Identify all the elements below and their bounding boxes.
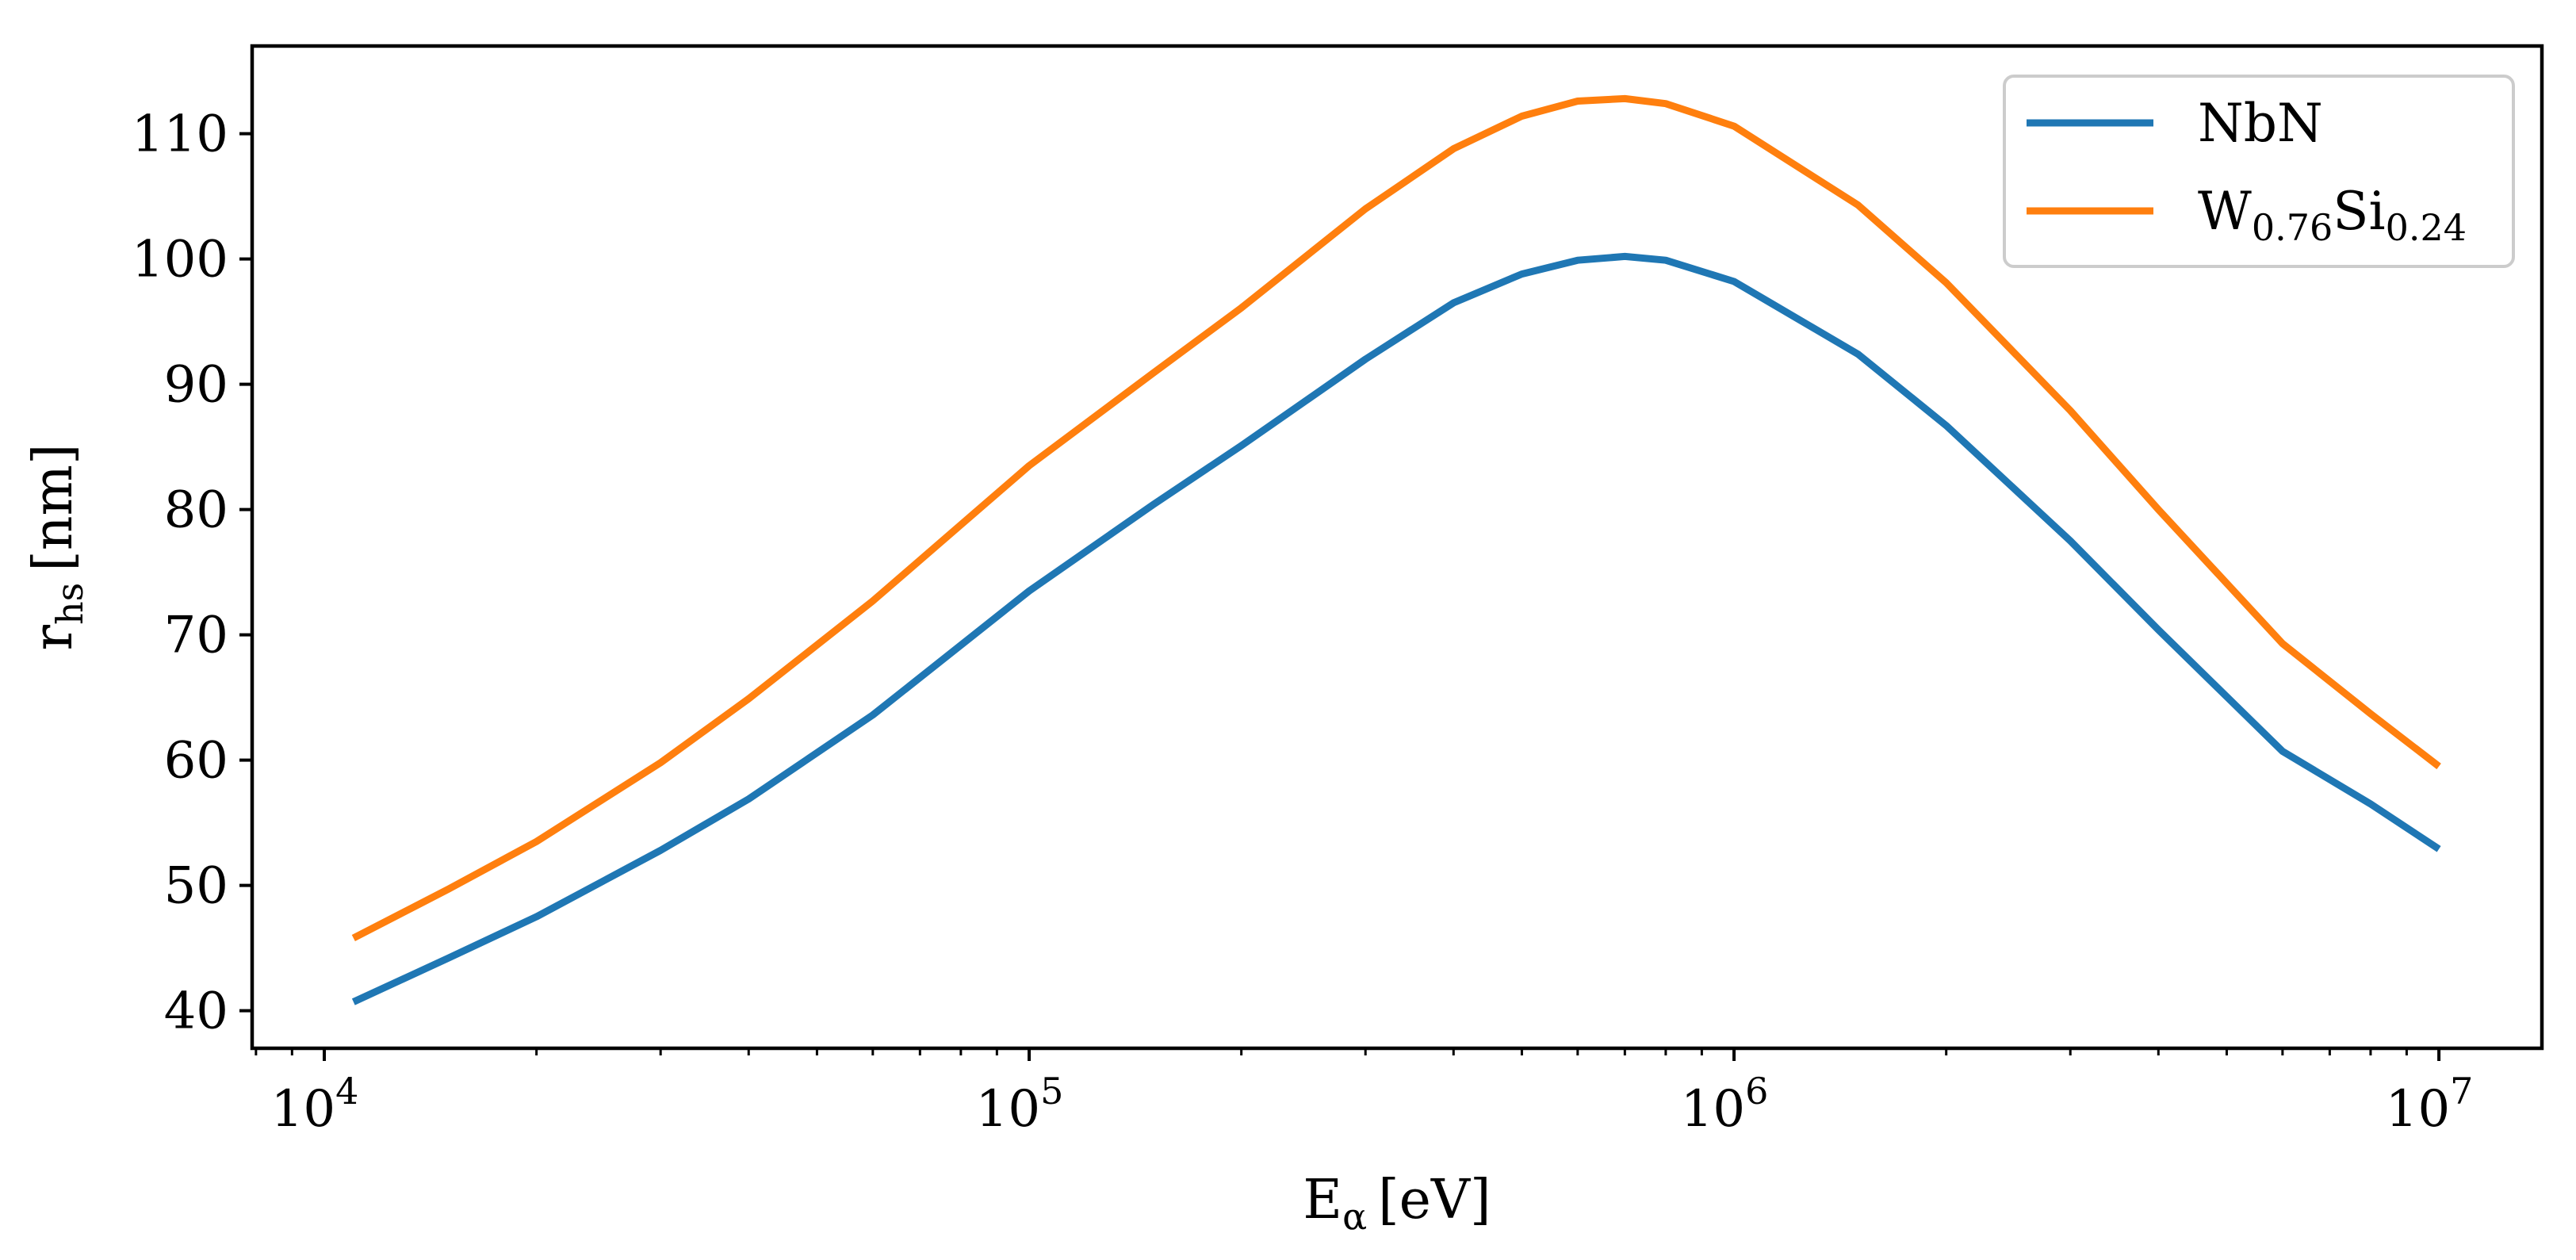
- y-tick-label: 80: [164, 481, 228, 540]
- legend-label-wsi: W0.76Si0.24: [2198, 181, 2467, 249]
- plot-frame: [250, 44, 2544, 1051]
- x-axis-label-main: E: [1303, 1169, 1342, 1231]
- tick-layer: 40 50 60 70 80 90 100 110 104 105 106 107: [132, 105, 2474, 1139]
- x-tick-label: 104: [271, 1070, 359, 1139]
- y-tick-label: 110: [132, 105, 228, 164]
- x-tick-label: 106: [1681, 1070, 1769, 1139]
- y-tick-label: 50: [164, 857, 228, 916]
- y-tick-label: 60: [164, 732, 228, 791]
- series-layer: [351, 94, 2441, 1005]
- y-axis-label: rhs [nm]: [22, 443, 91, 650]
- legend-label-nbn-text: NbN: [2198, 93, 2323, 154]
- y-tick-label: 70: [164, 607, 228, 665]
- legend-label-wsi-sub2: 0.24: [2386, 206, 2467, 249]
- y-axis-label-sub: hs: [48, 583, 91, 625]
- y-tick-label: 40: [164, 982, 228, 1041]
- y-axis-label-main: r: [22, 625, 85, 651]
- x-axis-label-unit: [eV]: [1378, 1169, 1491, 1231]
- series-line-w0-76si0-24: [351, 94, 2441, 942]
- x-tick-label: 105: [976, 1070, 1064, 1139]
- legend-label-wsi-si: Si: [2333, 181, 2385, 242]
- series-line-nbn: [351, 252, 2441, 1005]
- x-tick-label: 107: [2386, 1070, 2474, 1139]
- y-axis-label-unit: [nm]: [22, 443, 85, 571]
- legend-label-nbn: NbN: [2198, 93, 2323, 154]
- x-axis-label: Eα [eV]: [1303, 1169, 1491, 1238]
- legend-label-wsi-sub1: 0.76: [2252, 206, 2333, 249]
- legend-label-wsi-w: W: [2198, 181, 2252, 242]
- legend: NbN W0.76Si0.24: [2003, 75, 2515, 268]
- y-tick-label: 100: [132, 231, 228, 289]
- y-tick-label: 90: [164, 356, 228, 415]
- x-axis-label-sub: α: [1342, 1195, 1367, 1238]
